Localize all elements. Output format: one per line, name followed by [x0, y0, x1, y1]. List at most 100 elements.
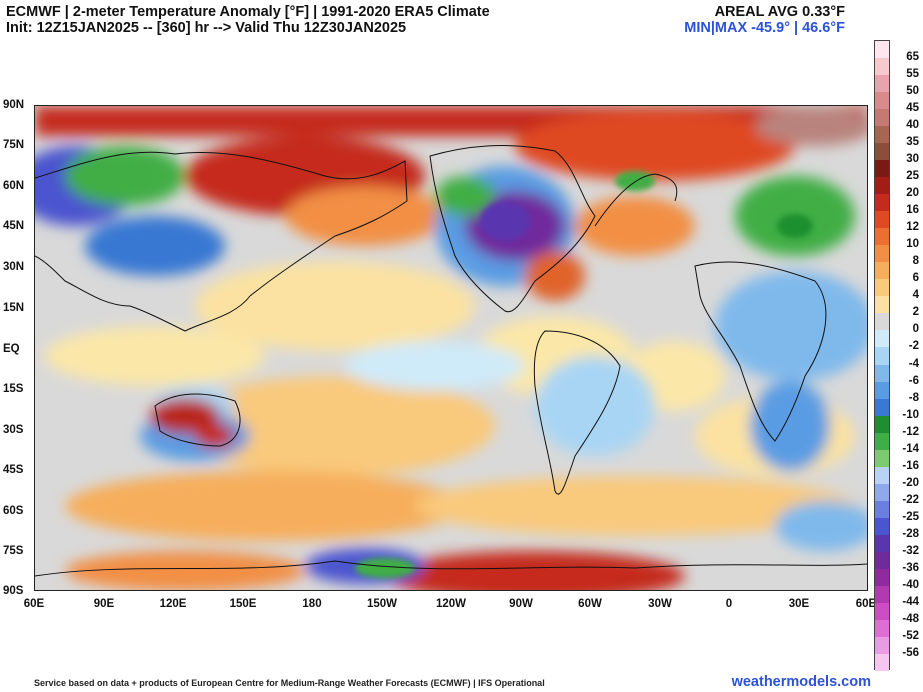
colorbar-swatch — [875, 296, 889, 314]
coastlines — [35, 145, 867, 577]
colorbar-label: 55 — [906, 68, 919, 81]
colorbar-label: -20 — [902, 476, 919, 489]
colorbar-label: -16 — [902, 459, 919, 472]
map-subtitle: Init: 12Z15JAN2025 -- [360] hr --> Valid… — [6, 20, 407, 36]
colorbar-swatch — [875, 500, 889, 519]
colorbar-swatch — [875, 194, 889, 212]
colorbar — [874, 40, 890, 672]
colorbar-label: 10 — [906, 238, 919, 251]
colorbar-label: 12 — [906, 221, 919, 234]
lat-label: 75N — [3, 139, 25, 151]
colorbar-label: 0 — [912, 323, 919, 336]
colorbar-label: -48 — [902, 612, 919, 625]
colorbar-swatch — [875, 483, 889, 502]
data-credit: Service based on data + products of Euro… — [34, 678, 545, 688]
south-america-coast — [533, 330, 621, 495]
colorbar-swatch — [875, 92, 889, 110]
colorbar-swatch — [875, 602, 889, 621]
colorbar-swatch — [875, 364, 889, 383]
colorbar-swatch — [875, 75, 889, 93]
lat-label: 45N — [3, 220, 25, 232]
colorbar-swatch — [875, 551, 889, 570]
colorbar-swatch — [875, 619, 889, 638]
colorbar-label: 45 — [906, 102, 919, 115]
brand-link[interactable]: weathermodels.com — [731, 674, 871, 690]
colorbar-label: -12 — [902, 425, 919, 438]
colorbar-label: -40 — [902, 578, 919, 591]
colorbar-swatch — [875, 466, 889, 485]
lat-label: 15N — [3, 302, 25, 314]
colorbar-label: -44 — [902, 595, 919, 608]
north-america-coast — [429, 145, 596, 313]
min-max-values: MIN|MAX -45.9° | 46.6°F — [684, 20, 845, 36]
colorbar-label: -32 — [902, 544, 919, 557]
colorbar-label: 35 — [906, 136, 919, 149]
lat-label: EQ — [3, 343, 20, 355]
colorbar-swatch — [875, 228, 889, 246]
colorbar-swatch — [875, 636, 889, 655]
colorbar-label: -56 — [902, 646, 919, 659]
lat-label: 90S — [3, 585, 24, 597]
africa-coast — [694, 261, 827, 442]
map-title: ECMWF | 2-meter Temperature Anomaly [°F]… — [6, 4, 490, 20]
colorbar-swatch — [875, 585, 889, 604]
colorbar-swatch — [875, 211, 889, 229]
antarctica-coast — [35, 560, 867, 577]
lon-label: 0 — [725, 598, 733, 610]
lat-label: 15S — [3, 383, 24, 395]
colorbar-swatch — [875, 279, 889, 297]
colorbar-label: 20 — [906, 187, 919, 200]
colorbar-swatch — [875, 313, 889, 331]
colorbar-label: 4 — [912, 289, 919, 302]
colorbar-swatch — [875, 415, 889, 434]
colorbar-swatch — [875, 449, 889, 468]
colorbar-swatch — [875, 143, 889, 161]
lat-label: 30N — [3, 261, 25, 273]
anomaly-map — [34, 105, 868, 591]
lon-label: 150W — [366, 598, 398, 610]
colorbar-swatch — [875, 347, 889, 365]
colorbar-label: 40 — [906, 119, 919, 132]
colorbar-swatch — [875, 126, 889, 144]
colorbar-label: -36 — [902, 561, 919, 574]
colorbar-label: -6 — [908, 374, 919, 387]
lat-label: 30S — [3, 424, 24, 436]
australia-coast — [154, 393, 241, 447]
anomaly-field-detail — [355, 171, 813, 578]
lon-label: 90W — [509, 598, 533, 610]
lat-label: 75S — [3, 545, 24, 557]
lon-label: 120W — [435, 598, 467, 610]
colorbar-label: -2 — [908, 340, 919, 353]
colorbar-label: 25 — [906, 170, 919, 183]
lon-label: 90E — [93, 598, 115, 610]
colorbar-swatch — [875, 262, 889, 280]
lat-label: 45S — [3, 464, 24, 476]
colorbar-label: -25 — [902, 510, 919, 523]
lon-label: 150E — [229, 598, 257, 610]
colorbar-swatch — [875, 58, 889, 76]
colorbar-swatch — [875, 517, 889, 536]
lon-label: 180 — [302, 598, 322, 610]
lon-label: 60E — [23, 598, 45, 610]
colorbar-label: 2 — [912, 306, 919, 319]
areal-average: AREAL AVG 0.33°F — [714, 4, 845, 20]
colorbar-label: -8 — [908, 391, 919, 404]
colorbar-label: -22 — [902, 493, 919, 506]
lat-label: 60N — [3, 180, 25, 192]
colorbar-swatch — [875, 381, 889, 400]
lat-label: 60S — [3, 505, 24, 517]
colorbar-swatch — [875, 177, 889, 195]
lon-label: 60W — [578, 598, 602, 610]
greenland-coast — [594, 173, 678, 227]
colorbar-label: -14 — [902, 442, 919, 455]
colorbar-label: -28 — [902, 527, 919, 540]
colorbar-label: 6 — [912, 272, 919, 285]
colorbar-swatch — [875, 432, 889, 451]
eurasia-coast — [35, 151, 408, 332]
colorbar-label: 65 — [906, 51, 919, 64]
colorbar-label: -4 — [908, 357, 919, 370]
colorbar-swatch — [875, 534, 889, 553]
colorbar-swatch — [875, 109, 889, 127]
lon-label: 120E — [159, 598, 187, 610]
colorbar-label: 50 — [906, 85, 919, 98]
